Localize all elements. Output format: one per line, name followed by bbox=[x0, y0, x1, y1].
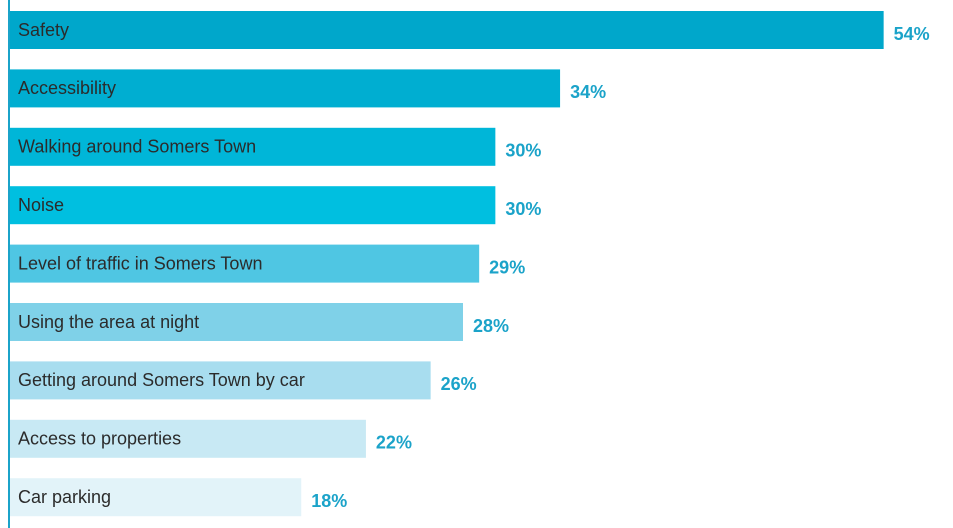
value-label: 18% bbox=[311, 491, 347, 511]
bar bbox=[10, 419, 366, 458]
value-label: 26% bbox=[441, 374, 477, 394]
bar bbox=[10, 127, 496, 166]
bar bbox=[10, 244, 480, 283]
bar bbox=[10, 361, 431, 400]
bar bbox=[10, 478, 302, 517]
value-label: 30% bbox=[505, 141, 541, 161]
category-label: Noise bbox=[18, 195, 64, 215]
bar bbox=[10, 303, 463, 341]
category-label: Getting around Somers Town by car bbox=[18, 370, 305, 390]
category-label: Safety bbox=[18, 20, 69, 40]
value-label: 34% bbox=[570, 82, 606, 102]
value-label: 54% bbox=[894, 24, 930, 44]
category-label: Using the area at night bbox=[18, 312, 199, 332]
value-label: 30% bbox=[505, 199, 541, 219]
category-label: Access to properties bbox=[18, 429, 181, 449]
category-label: Accessibility bbox=[18, 78, 116, 98]
category-label: Walking around Somers Town bbox=[18, 137, 256, 157]
bar bbox=[10, 186, 496, 225]
value-label: 22% bbox=[376, 433, 412, 453]
value-label: 28% bbox=[473, 316, 509, 336]
bar bbox=[10, 69, 561, 108]
value-label: 29% bbox=[489, 257, 525, 277]
bar bbox=[10, 11, 884, 49]
category-label: Car parking bbox=[18, 487, 111, 507]
category-label: Level of traffic in Somers Town bbox=[18, 253, 262, 273]
